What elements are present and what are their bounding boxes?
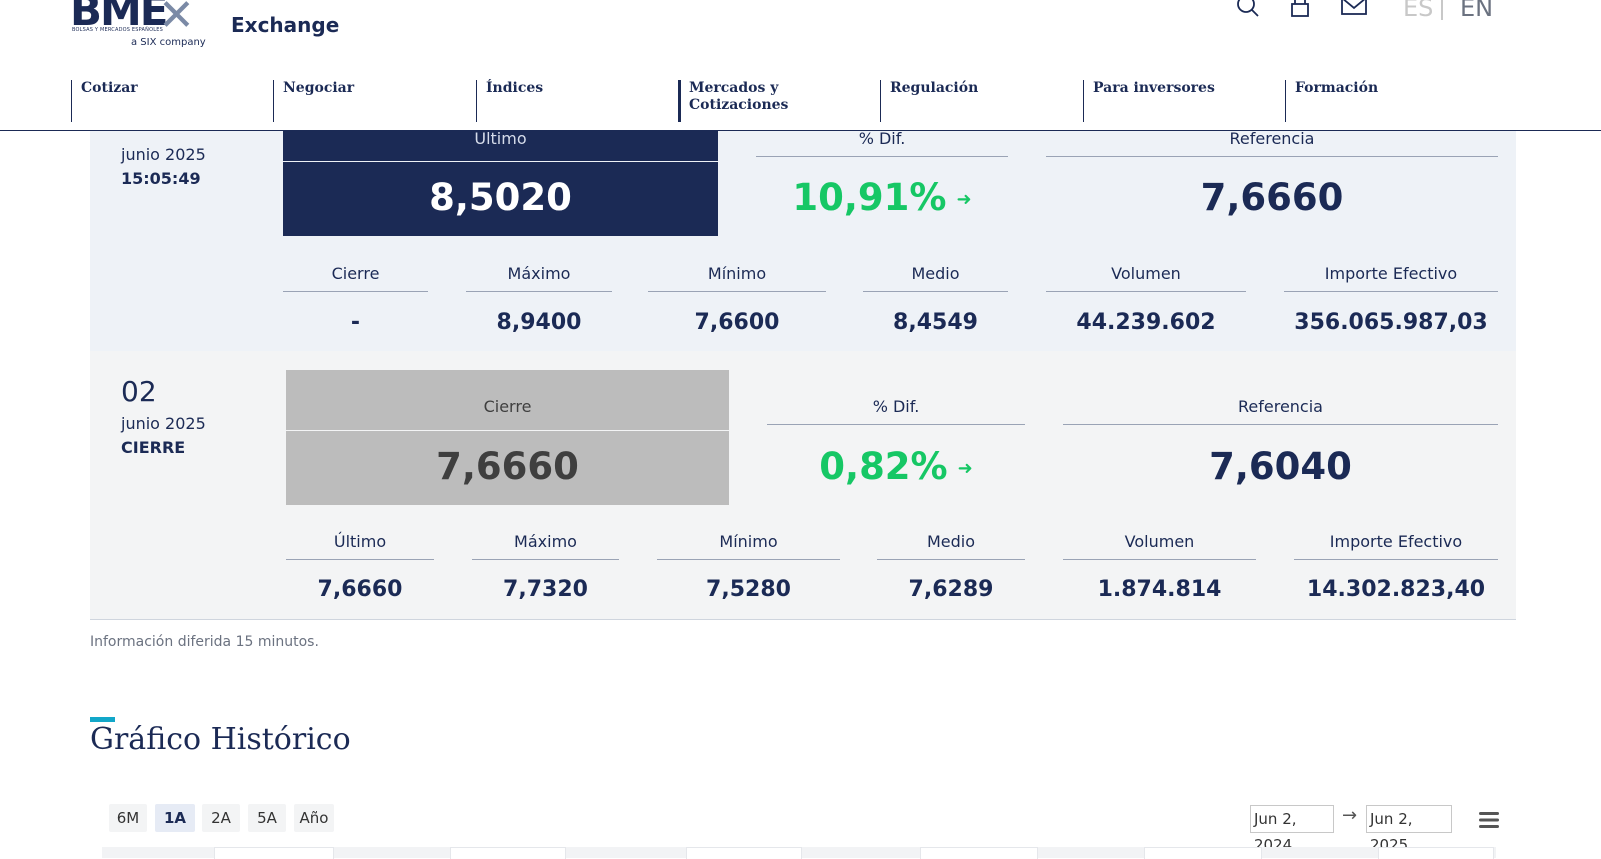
date-range-arrow: → [1342,805,1358,826]
close-price-value: 7,6660 [436,445,579,488]
range-5a-button[interactable]: 5A [248,804,286,832]
session-status: CIERRE [121,438,186,457]
stat-label: Medio [863,264,1008,292]
session-time: 15:05:49 [121,169,201,188]
stat-label: Importe Efectivo [1294,532,1498,560]
lock-icon[interactable] [1286,0,1314,20]
last-price-header [283,128,718,161]
from-date-input[interactable]: Jun 2, 2024 [1250,805,1334,854]
close-price-label: Cierre [483,397,532,416]
exchange-label: Exchange [231,13,340,37]
search-icon[interactable] [1234,0,1262,20]
bme-logo[interactable]: BME [70,0,168,35]
logo-company: a SIX company [131,37,206,48]
bme-logo-x: ✕ [158,0,195,41]
stat-label: Volumen [1046,264,1246,292]
chart-navigator-strip [102,847,1496,859]
stat-label: Mínimo [648,264,826,292]
lang-divider [1441,0,1443,20]
stat-value: 1.874.814 [1097,577,1222,602]
stat-value: 14.302.823,40 [1306,577,1486,602]
range-2a-button[interactable]: 2A [202,804,240,832]
to-date-input[interactable]: Jun 2, 2025 [1366,805,1452,854]
range-1a-button[interactable]: 1A [155,804,195,832]
reference-value: 7,6040 [1209,445,1352,488]
stat-value: 8,9400 [496,310,582,335]
session-day: 02 [121,375,157,408]
last-price-box [283,162,718,236]
delay-note: Información diferida 15 minutos. [90,634,319,650]
section-accent [90,717,115,722]
logo-tagline: BOLSAS Y MERCADOS ESPAÑOLES [72,27,163,33]
stat-value: 7,6600 [694,310,780,335]
range-year-button[interactable]: Año [294,804,334,832]
stat-label: Máximo [466,264,612,292]
mail-icon[interactable] [1340,0,1368,20]
arrow-up-icon: ➜ [957,458,973,479]
nav-inversores[interactable]: Para inversores [1083,80,1273,122]
nav-regulacion[interactable]: Regulación [880,80,1070,122]
lang-es-link[interactable]: ES [1403,0,1434,22]
close-price-box [286,370,729,505]
lang-en-link[interactable]: EN [1460,0,1494,22]
stat-value: 7,5280 [706,577,791,602]
diff-value: 10,91% ➜ [792,176,972,219]
stat-label: Volumen [1063,532,1256,560]
stat-label: Mínimo [657,532,840,560]
stat-value: 7,6660 [317,577,403,602]
stat-value: 7,7320 [503,577,588,602]
last-price-label: Último [474,129,527,148]
arrow-up-icon: ➜ [956,189,972,210]
stat-label: Máximo [472,532,619,560]
site-header: BME ✕ BOLSAS Y MERCADOS ESPAÑOLES a SIX … [0,0,1601,131]
stat-label: Medio [877,532,1025,560]
session-month: junio 2025 [121,414,206,433]
reference-value: 7,6660 [1200,176,1344,219]
nav-mercados[interactable]: Mercados y Cotizaciones [678,80,839,122]
diff-label: % Dif. [767,397,1025,425]
stat-label: Último [286,532,434,560]
nav-cotizar[interactable]: Cotizar [71,80,261,122]
stat-value: 356.065.987,03 [1294,310,1488,335]
reference-label: Referencia [1063,397,1498,425]
chart-menu-icon[interactable] [1478,811,1500,829]
stat-value: 8,4549 [893,310,978,335]
range-6m-button[interactable]: 6M [109,804,147,832]
close-price-divider [286,430,729,431]
stat-value: 44.239.602 [1076,310,1216,335]
stat-label: Importe Efectivo [1284,264,1498,292]
nav-formacion[interactable]: Formación [1285,80,1475,122]
nav-indices[interactable]: Índices [476,80,666,122]
nav-negociar[interactable]: Negociar [273,80,463,122]
stat-value: - [350,310,361,335]
stat-value: 7,6289 [908,577,994,602]
reference-label: Referencia [1046,129,1498,157]
diff-label: % Dif. [756,129,1008,157]
section-title: Gráfico Histórico [90,722,351,757]
session-month: junio 2025 [121,145,206,164]
last-price-value: 8,5020 [429,176,572,219]
stat-label: Cierre [283,264,428,292]
diff-value: 0,82% ➜ [819,445,973,488]
